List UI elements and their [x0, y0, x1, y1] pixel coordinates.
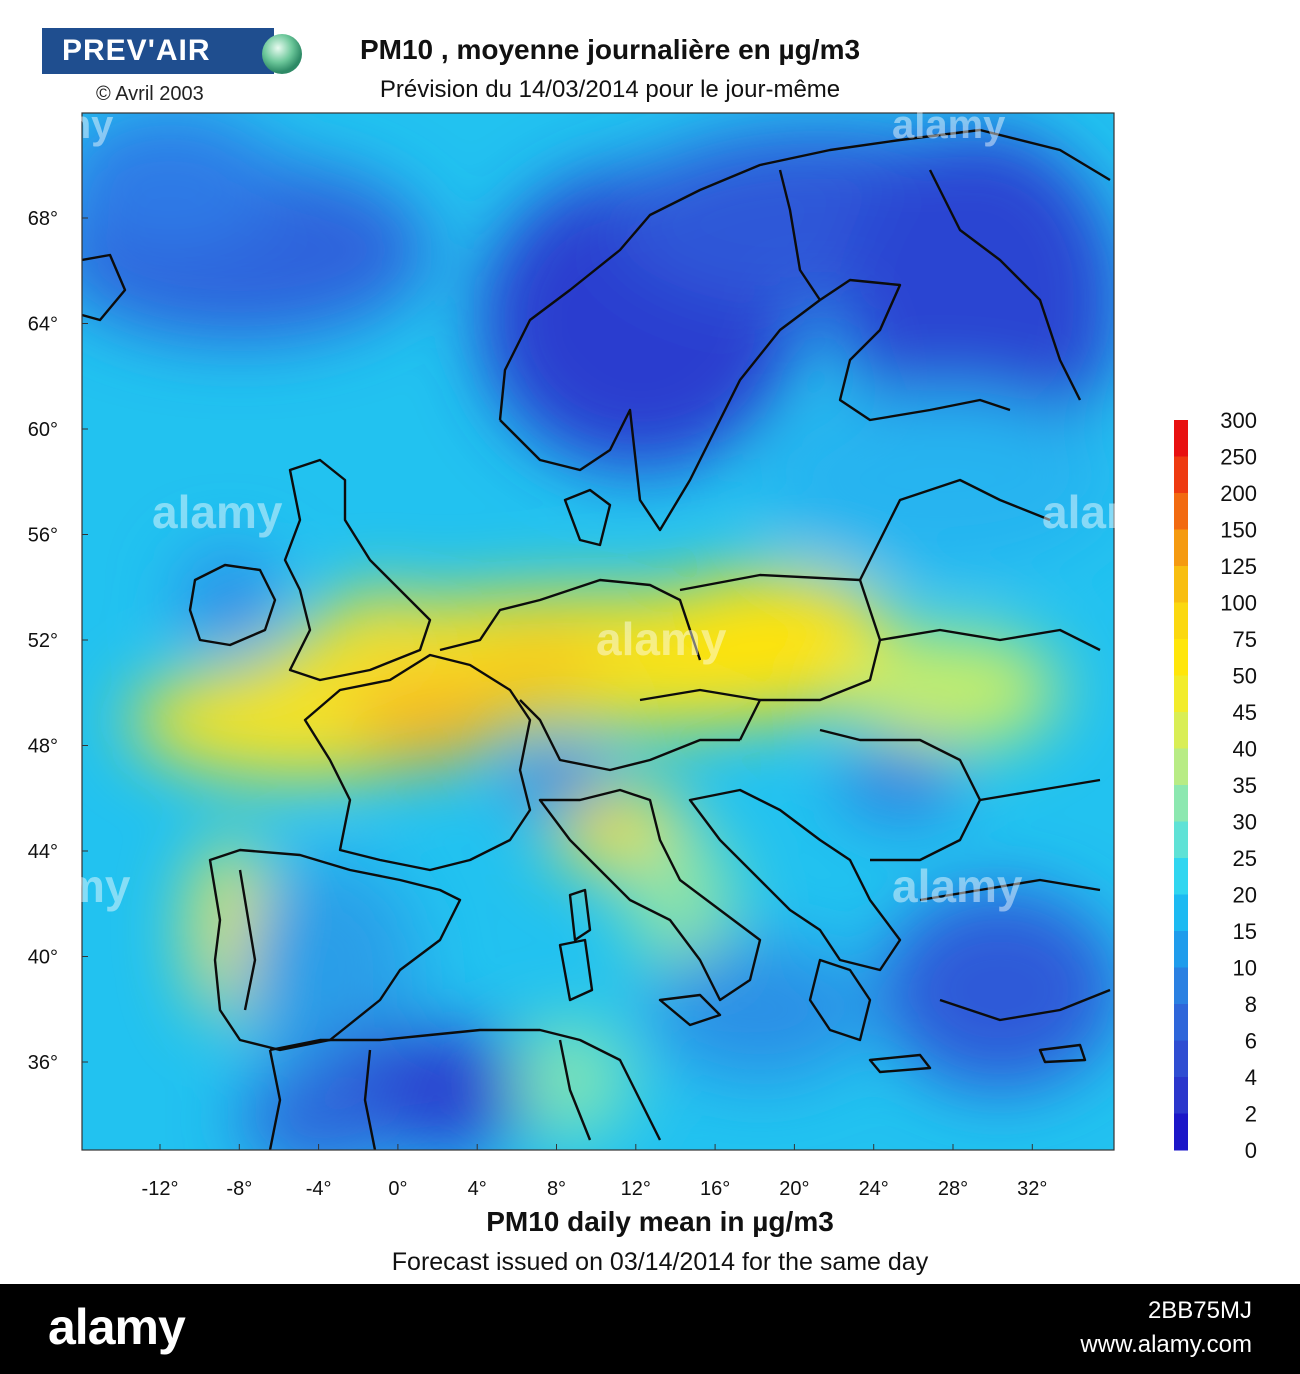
longitude-tick-label: -8° — [226, 1178, 252, 1200]
longitude-tick-label: 16° — [700, 1178, 730, 1200]
logo-copyright: © Avril 2003 — [96, 83, 204, 105]
latitude-tick-label: 40° — [28, 947, 58, 969]
latitude-tick-label: 68° — [28, 208, 58, 230]
longitude-tick-label: -4° — [306, 1178, 332, 1200]
map-title: PM10 , moyenne journalière en µg/m3 — [359, 34, 861, 65]
color-scale-label: 150 — [1220, 518, 1257, 543]
color-scale-swatch — [1174, 529, 1188, 567]
color-scale-label: 10 — [1233, 956, 1257, 981]
latitude-tick-label: 52° — [28, 630, 58, 652]
watermark-text: alamy — [892, 103, 1006, 147]
latitude-tick-label: 36° — [28, 1052, 58, 1074]
footer-subtitle: Forecast issued on 03/14/2014 for the sa… — [391, 1248, 929, 1276]
longitude-tick-label: 24° — [859, 1178, 889, 1200]
color-scale-label: 30 — [1233, 810, 1257, 835]
color-scale-label: 2 — [1245, 1102, 1257, 1127]
coastlines — [82, 128, 1111, 1150]
map-subtitle: Prévision du 14/03/2014 pour le jour-mêm… — [379, 76, 841, 103]
color-scale-swatch — [1174, 602, 1188, 640]
latitude-tick-label: 44° — [28, 841, 58, 863]
color-scale-swatch — [1174, 858, 1188, 895]
watermark-text: alamy — [0, 860, 131, 912]
color-scale-swatch — [1174, 566, 1188, 603]
footer-title: PM10 daily mean in µg/m3 — [486, 1206, 834, 1237]
color-scale-swatch — [1174, 1004, 1188, 1041]
stock-image-id: 2BB75MJ — [1147, 1297, 1252, 1324]
color-scale-swatch — [1174, 493, 1188, 530]
color-scale-swatch — [1174, 420, 1188, 457]
color-scale-swatch — [1174, 1040, 1188, 1078]
color-scale-swatch — [1174, 931, 1188, 968]
color-scale-label: 250 — [1220, 445, 1257, 470]
color-scale-swatch — [1174, 785, 1188, 822]
watermarks: alamy alamy alamy alamy alamy alamy alam… — [0, 103, 1173, 912]
color-scale-label: 300 — [1220, 408, 1257, 433]
color-scale-label: 6 — [1245, 1029, 1257, 1054]
color-scale-label: 15 — [1233, 919, 1257, 944]
color-scale-swatch — [1174, 1113, 1188, 1151]
color-scale-label: 35 — [1233, 773, 1257, 798]
logo-text: PREV'AIR — [62, 34, 211, 67]
color-scale-swatch — [1174, 821, 1188, 859]
color-scale-label: 8 — [1245, 992, 1257, 1017]
color-scale-label: 25 — [1233, 846, 1257, 871]
stock-brand: alamy — [48, 1299, 186, 1355]
stock-image-info: 2BB75MJ www.alamy.com — [1080, 1294, 1252, 1362]
color-scale-swatch — [1174, 748, 1188, 786]
latitude-tick-label: 60° — [28, 419, 58, 441]
color-scale-swatch — [1174, 639, 1188, 676]
longitude-tick-label: 20° — [779, 1178, 809, 1200]
color-scale-label: 40 — [1233, 737, 1257, 762]
longitude-tick-label: 8° — [547, 1178, 566, 1200]
color-scale-legend: 3002502001501251007550454035302520151086… — [1174, 408, 1257, 1163]
color-scale-label: 45 — [1233, 700, 1257, 725]
longitude-tick-label: 0° — [388, 1178, 407, 1200]
longitude-tick-label: 4° — [468, 1178, 487, 1200]
latitude-tick-label: 48° — [28, 736, 58, 758]
color-scale-swatch — [1174, 967, 1188, 1005]
color-scale-label: 75 — [1233, 627, 1257, 652]
watermark-text: alamy — [0, 103, 114, 147]
color-scale-label: 20 — [1233, 883, 1257, 908]
map-frame — [81, 112, 1115, 1151]
color-scale-label: 100 — [1220, 591, 1257, 616]
color-scale-label: 0 — [1245, 1138, 1257, 1163]
color-scale-label: 200 — [1220, 481, 1257, 506]
latitude-tick-label: 56° — [28, 525, 58, 547]
longitude-tick-label: -12° — [142, 1178, 179, 1200]
globe-icon — [262, 34, 302, 74]
color-scale-label: 4 — [1245, 1065, 1257, 1090]
prevair-logo: PREV'AIR — [42, 28, 302, 74]
watermark-text: alamy — [152, 486, 283, 538]
watermark-text: alamy — [892, 860, 1023, 912]
color-scale-label: 125 — [1220, 554, 1257, 579]
watermark-text: alamy — [596, 613, 727, 665]
color-scale-swatch — [1174, 675, 1188, 713]
concentration-field — [82, 113, 1114, 1150]
stock-site: www.alamy.com — [1080, 1331, 1252, 1358]
stock-photo-bar: alamy 2BB75MJ www.alamy.com — [0, 1284, 1300, 1374]
color-scale-swatch — [1174, 712, 1188, 749]
color-scale-swatch — [1174, 894, 1188, 932]
longitude-tick-label: 28° — [938, 1178, 968, 1200]
color-scale-swatch — [1174, 456, 1188, 494]
latitude-axis: 68° 64° 60° 56° 52° 48° 44° 40° 36° — [28, 208, 88, 1074]
longitude-tick-label: 32° — [1017, 1178, 1047, 1200]
color-scale-swatch — [1174, 1077, 1188, 1114]
longitude-tick-label: 12° — [621, 1178, 651, 1200]
latitude-tick-label: 64° — [28, 314, 58, 336]
color-scale-label: 50 — [1233, 664, 1257, 689]
pm10-forecast-map: 68°64°60°56°52°48°44°40°36° -12° -8° -4° 0°… — [0, 103, 1257, 1200]
longitude-axis: -12° -8° -4° 0° 4° 8° 12° 16° 20° 24° 28° 32° — [142, 1144, 1047, 1200]
watermark-text: alamy — [1042, 486, 1173, 538]
